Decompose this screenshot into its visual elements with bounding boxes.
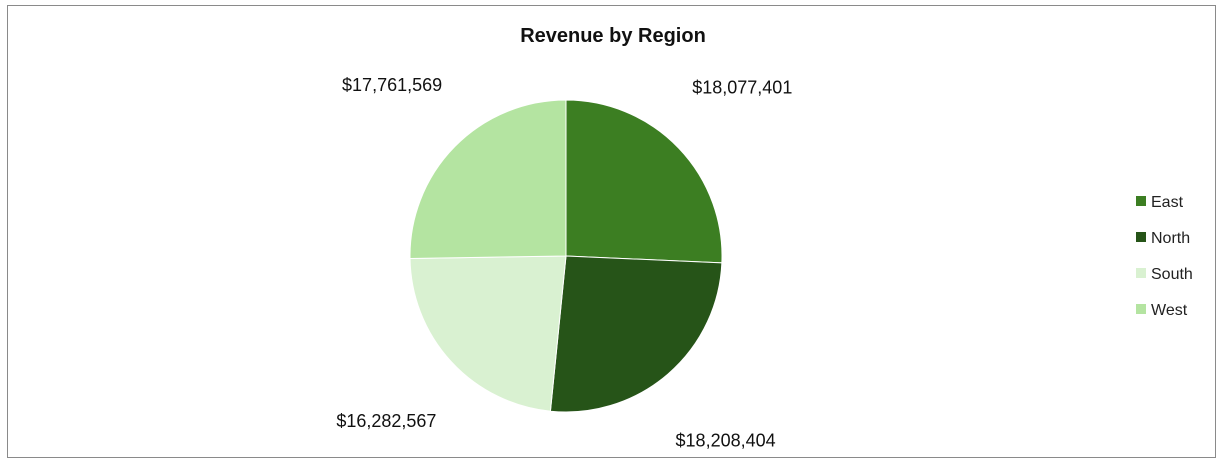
- pie-slice-north: [549, 255, 723, 413]
- pie-slice-south: [409, 255, 567, 412]
- data-label-west: $17,761,569: [342, 75, 442, 95]
- legend-swatch-east: [1136, 196, 1146, 206]
- legend: East North South West: [1136, 194, 1193, 319]
- data-label-south: $16,282,567: [336, 411, 436, 431]
- pie-slice-west: [409, 99, 567, 260]
- data-label-north: $18,208,404: [676, 431, 776, 451]
- legend-label-north: North: [1151, 230, 1190, 247]
- pie-slice-east: [565, 99, 723, 264]
- data-label-east: $18,077,401: [692, 77, 792, 97]
- chart-title: Revenue by Region: [520, 25, 706, 47]
- legend-swatch-west: [1136, 304, 1146, 314]
- legend-label-west: West: [1151, 302, 1188, 319]
- data-labels: $18,077,401 $18,208,404 $16,282,567 $17,761…: [336, 75, 792, 451]
- pie-slices: [409, 99, 723, 413]
- legend-swatch-north: [1136, 232, 1146, 242]
- legend-label-south: South: [1151, 266, 1193, 283]
- legend-swatch-south: [1136, 268, 1146, 278]
- legend-label-east: East: [1151, 194, 1184, 211]
